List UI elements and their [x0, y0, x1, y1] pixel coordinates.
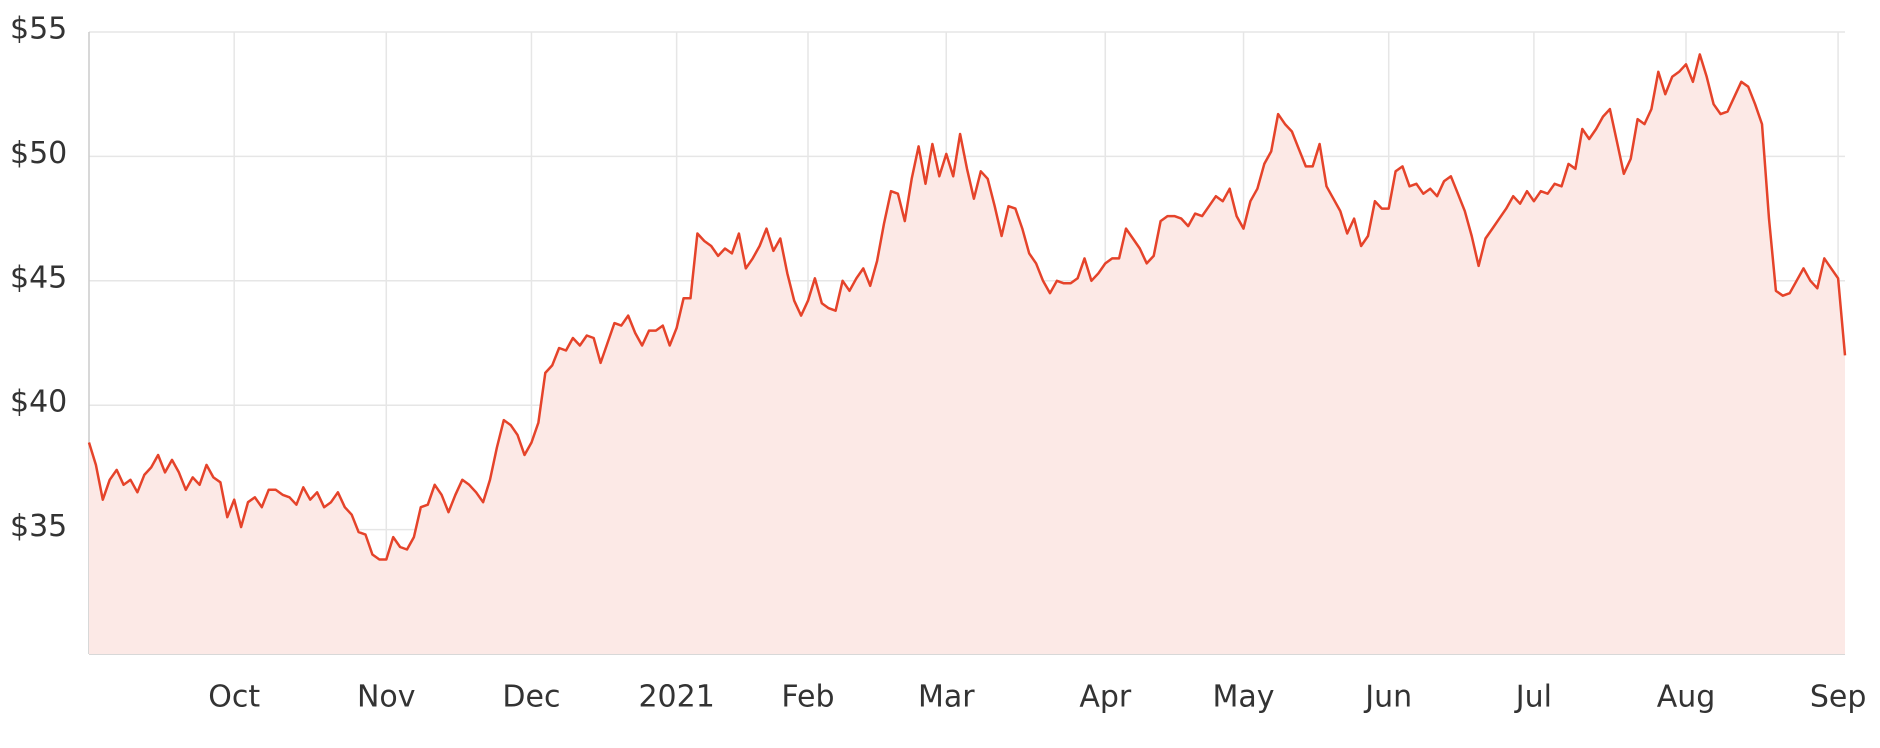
area	[89, 54, 1845, 654]
x-tick-label: Jun	[1363, 680, 1412, 715]
y-tick-label: $55	[10, 12, 67, 47]
line	[87, 53, 1847, 561]
x-tick-label: Apr	[1079, 680, 1132, 715]
y-tick-label: $45	[10, 260, 67, 295]
x-tick-label: Aug	[1657, 680, 1716, 715]
x-tick-label: 2021	[638, 680, 714, 715]
y-tick-label: $50	[10, 136, 67, 171]
x-tick-label: Jul	[1514, 680, 1552, 715]
y-tick-label: $40	[10, 385, 67, 420]
x-tick-label: Feb	[781, 680, 834, 715]
x-tick-label: Oct	[208, 680, 260, 715]
x-tick-label: May	[1213, 680, 1275, 715]
x-tick-label: Sep	[1810, 680, 1867, 715]
x-tick-label: Dec	[502, 680, 560, 715]
x-tick-label: Mar	[918, 680, 975, 715]
x-tick-label: Nov	[357, 680, 416, 715]
y-tick-label: $35	[10, 509, 67, 544]
